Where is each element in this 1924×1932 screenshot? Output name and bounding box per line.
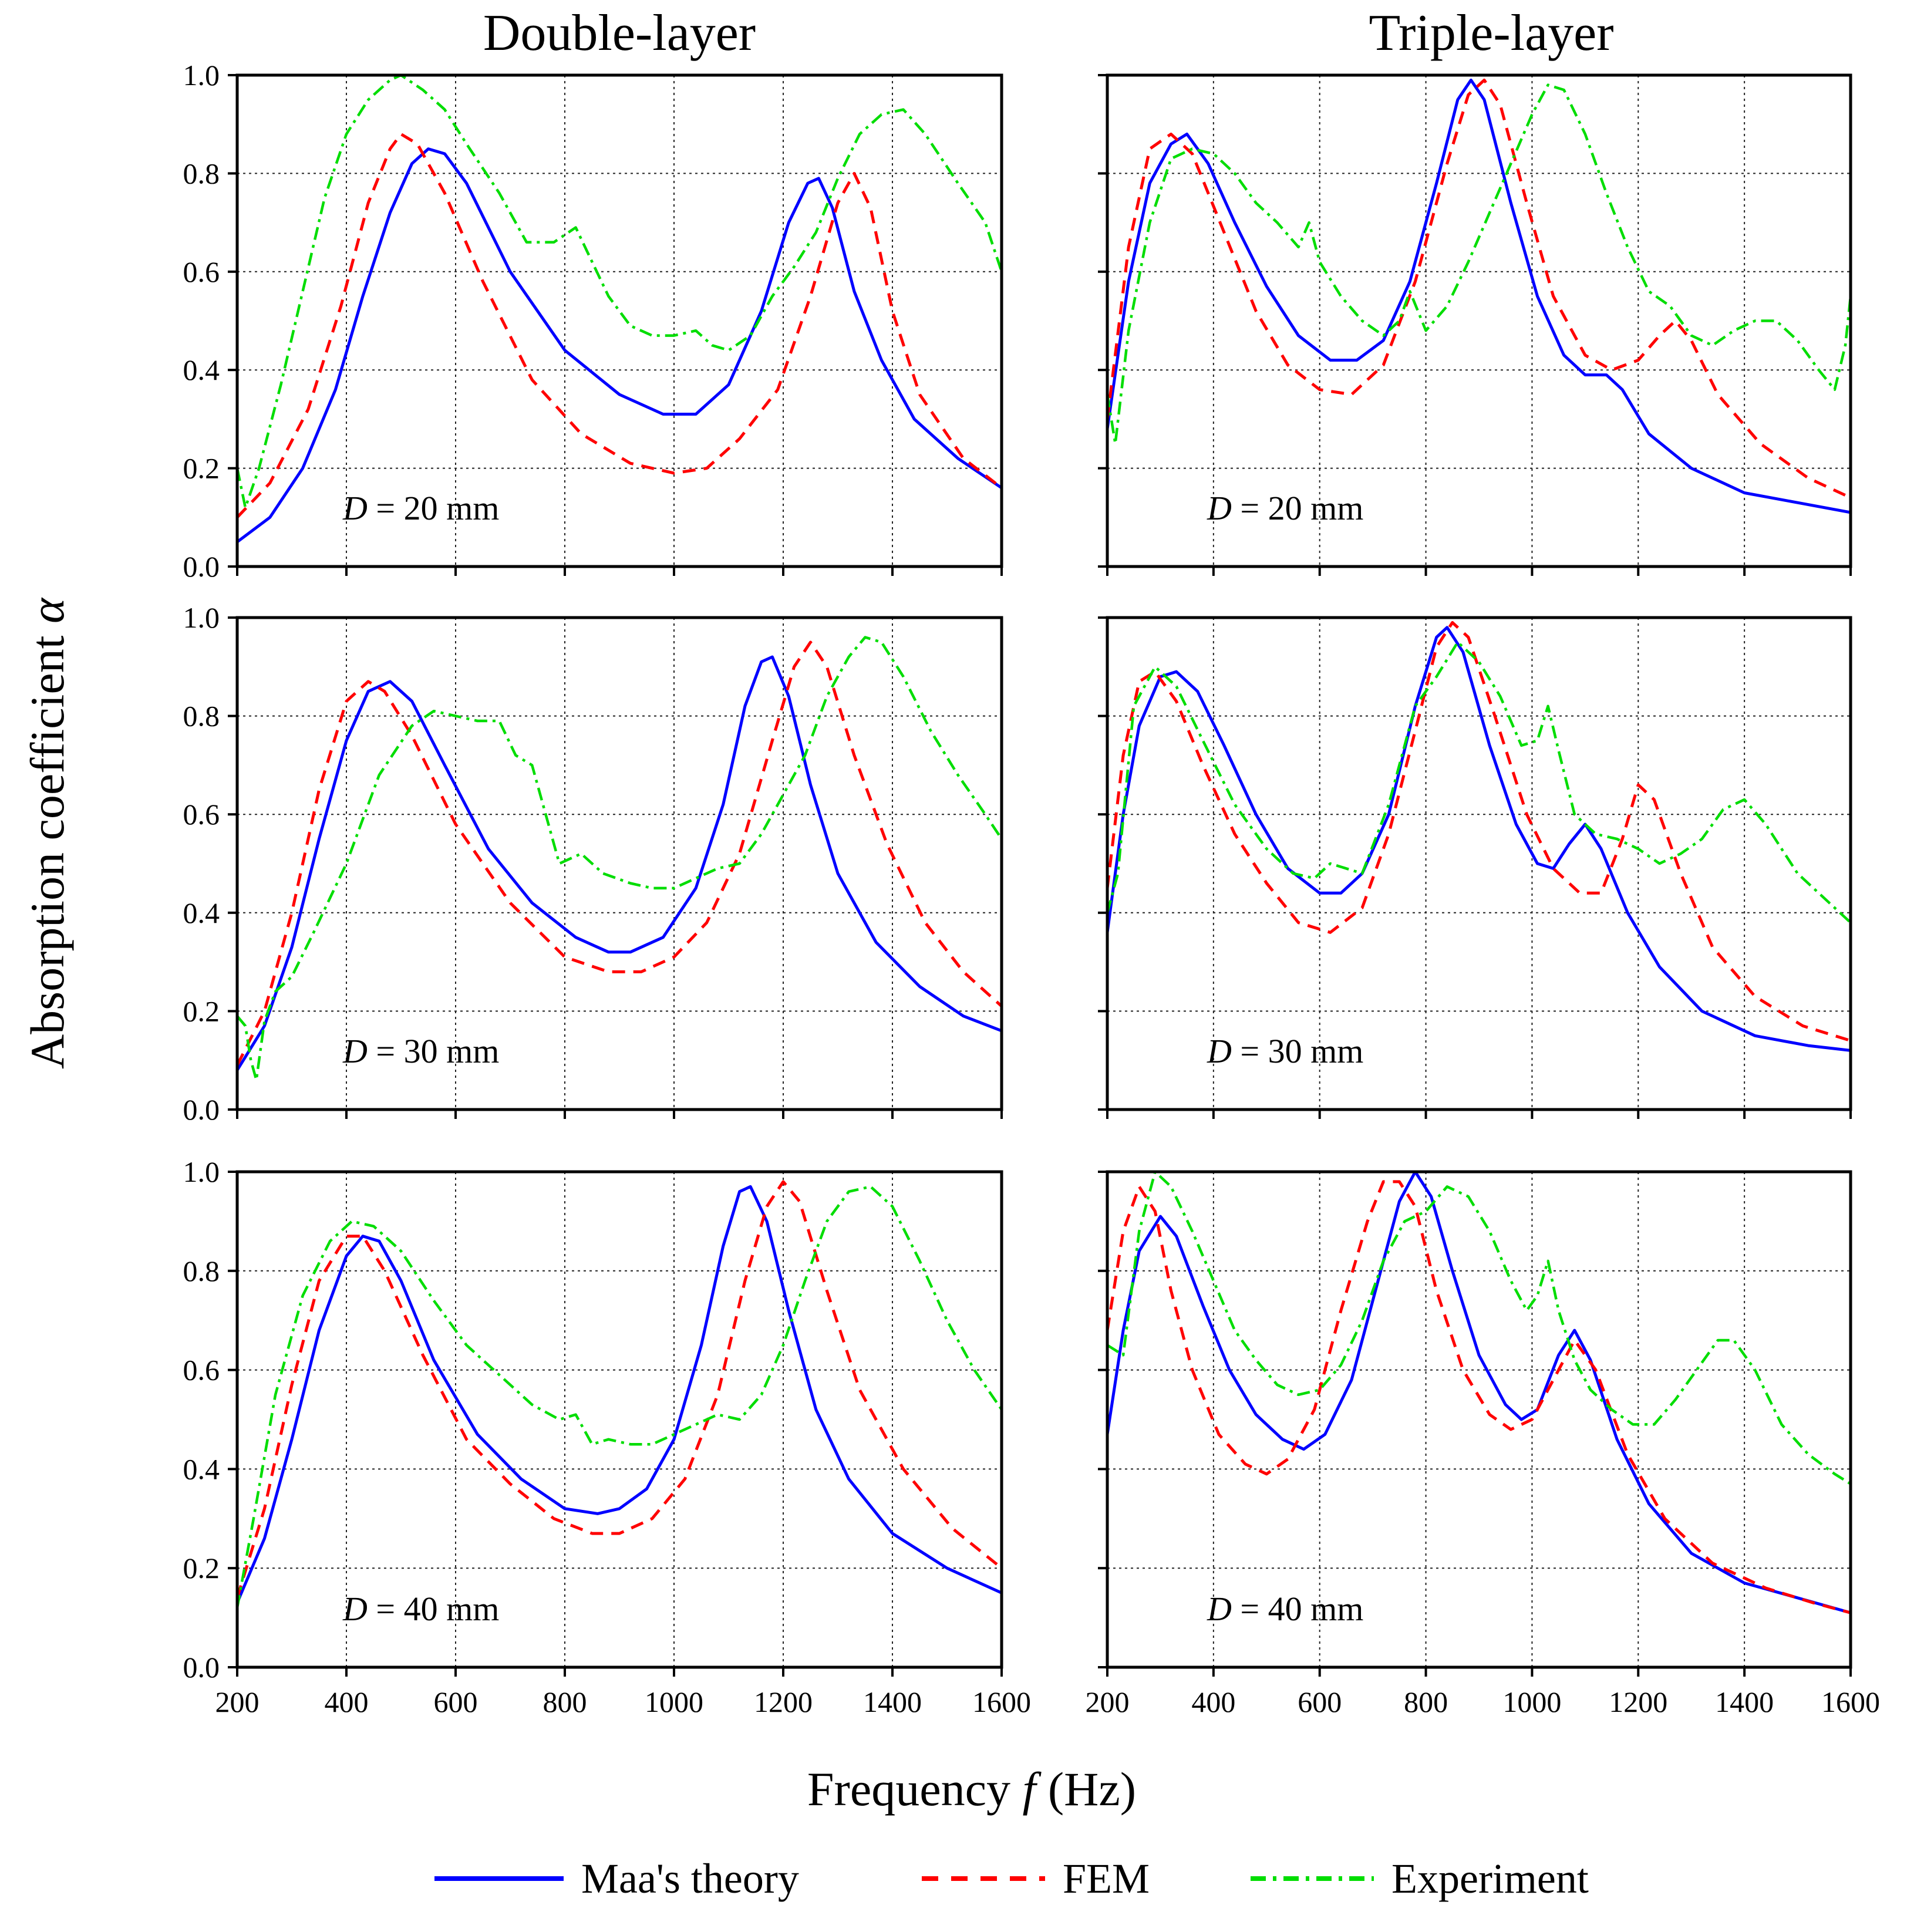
y-tick-label: 0.4 xyxy=(183,1452,220,1485)
plot-frame xyxy=(235,1170,1003,1669)
series-line-fem xyxy=(1107,78,1851,500)
y-tick-label: 0.2 xyxy=(183,994,220,1027)
panel-2-1: 0.0 0.2 0.4 0.6 0.8 1.0 D = 30 mm xyxy=(183,601,1003,1126)
x-tick-label: 400 xyxy=(1191,1685,1235,1718)
x-tick-label: 1000 xyxy=(1502,1685,1561,1718)
series-line-experiment xyxy=(237,1185,1002,1609)
legend: Maa's theory FEM Experiment xyxy=(434,1855,1589,1902)
series-line-experiment xyxy=(1107,640,1851,924)
panel-annotation: D = 20 mm xyxy=(1207,489,1363,527)
panel-annotation: D = 20 mm xyxy=(342,489,499,527)
panel-1-1: 0.0 0.2 0.4 0.6 0.8 1.0 D = 20 mm xyxy=(183,59,1003,583)
annotation-var: D xyxy=(342,1590,368,1628)
x-tick-label: 200 xyxy=(215,1685,260,1718)
annotation-value: = 20 mm xyxy=(1232,489,1363,527)
y-tick-label: 0.0 xyxy=(183,550,220,583)
panel-2-2: D = 30 mm xyxy=(1098,616,1852,1119)
y-tick-label: 1.0 xyxy=(183,59,220,92)
y-axis-title-var: α xyxy=(21,597,74,623)
x-tick-label: 1600 xyxy=(972,1685,1031,1718)
legend-label-experiment: Experiment xyxy=(1391,1855,1589,1902)
x-tick-label: 800 xyxy=(543,1685,587,1718)
annotation-var: D xyxy=(1207,1590,1232,1628)
y-tick-label: 0.0 xyxy=(183,1651,220,1684)
x-tick-label: 600 xyxy=(1298,1685,1342,1718)
y-tick-label: 0.0 xyxy=(183,1093,220,1126)
x-tick-label: 1600 xyxy=(1821,1685,1880,1718)
plot-frame xyxy=(235,616,1003,1111)
series-line-maa-s-theory xyxy=(1107,1170,1851,1614)
series-line-fem xyxy=(237,132,1002,519)
series-line-experiment xyxy=(1107,83,1851,446)
series-line-fem xyxy=(237,1180,1002,1599)
panel-3-1: 0.0 0.2 0.4 0.6 0.8 1.0 200 400 600 800 1000 1200 14… xyxy=(183,1155,1032,1718)
panel-annotation: D = 40 mm xyxy=(1207,1590,1363,1628)
annotation-value: = 30 mm xyxy=(368,1032,499,1070)
plot-frame xyxy=(1106,73,1852,568)
x-axis-title: Frequency f (Hz) xyxy=(807,1762,1136,1816)
y-axis-title-text: Absorption coefficient xyxy=(21,623,74,1069)
panels: 0.00.20.40.60.81.0D = 20 mm D = 20 mm0.00… xyxy=(183,59,1881,1718)
annotation-var: D xyxy=(342,1032,368,1070)
y-tick-label: 0.6 xyxy=(183,798,220,831)
annotation-var: D xyxy=(1207,489,1232,527)
panel-annotation: D = 30 mm xyxy=(1207,1032,1363,1070)
column-title-double-layer: Double-layer xyxy=(483,5,756,62)
y-tick-label: 0.2 xyxy=(183,452,220,485)
annotation-value: = 40 mm xyxy=(368,1590,499,1628)
series-line-fem xyxy=(237,640,1002,1066)
plot-frame xyxy=(235,73,1003,568)
y-tick-label: 0.8 xyxy=(183,157,220,190)
series-line-fem xyxy=(1107,1180,1851,1614)
annotation-value: = 40 mm xyxy=(1232,1590,1363,1628)
y-tick-label: 0.4 xyxy=(183,353,220,386)
panel-annotation: D = 40 mm xyxy=(342,1590,499,1628)
y-tick-label: 0.6 xyxy=(183,1354,220,1387)
series-line-fem xyxy=(1107,621,1851,1043)
x-tick-label: 1400 xyxy=(1715,1685,1774,1718)
x-tick-label: 600 xyxy=(434,1685,478,1718)
x-tick-label: 1400 xyxy=(863,1685,922,1718)
plot-frame xyxy=(1106,1170,1852,1669)
series-line-maa-s-theory xyxy=(237,147,1002,544)
annotation-var: D xyxy=(1207,1032,1232,1070)
x-tick-label: 1000 xyxy=(645,1685,703,1718)
annotation-value: = 30 mm xyxy=(1232,1032,1363,1070)
x-axis-title-unit: (Hz) xyxy=(1036,1762,1136,1816)
y-axis-title: Absorption coefficient α xyxy=(21,597,74,1069)
y-tick-label: 0.2 xyxy=(183,1552,220,1584)
y-tick-label: 0.4 xyxy=(183,896,220,929)
legend-label-maa-theory: Maa's theory xyxy=(581,1855,799,1902)
x-tick-label: 1200 xyxy=(1609,1685,1667,1718)
plot-frame xyxy=(1106,616,1852,1111)
series-line-maa-s-theory xyxy=(237,1185,1002,1604)
y-tick-label: 0.8 xyxy=(183,1255,220,1287)
series-line-maa-s-theory xyxy=(1107,626,1851,1052)
panel-1-2: D = 20 mm xyxy=(1098,73,1852,576)
series-line-maa-s-theory xyxy=(1107,78,1851,514)
series-line-maa-s-theory xyxy=(237,655,1002,1071)
y-tick-label: 0.8 xyxy=(183,700,220,733)
series-line-experiment xyxy=(237,73,1002,509)
x-tick-label: 200 xyxy=(1086,1685,1130,1718)
x-tick-label: 1200 xyxy=(754,1685,813,1718)
y-tick-label: 1.0 xyxy=(183,601,220,634)
x-tick-label: 400 xyxy=(325,1685,369,1718)
y-tick-label: 0.6 xyxy=(183,255,220,288)
legend-label-fem: FEM xyxy=(1063,1855,1150,1902)
annotation-value: = 20 mm xyxy=(368,489,499,527)
series-line-experiment xyxy=(1107,1170,1851,1485)
x-axis-title-text: Frequency xyxy=(807,1762,1023,1816)
series-line-experiment xyxy=(237,636,1002,1081)
y-tick-label: 1.0 xyxy=(183,1155,220,1188)
annotation-var: D xyxy=(342,489,368,527)
panel-3-2: 200 400 600 800 1000 1200 1400 1600 D = 40 mm xyxy=(1086,1170,1880,1718)
column-title-triple-layer: Triple-layer xyxy=(1369,5,1613,62)
x-tick-label: 800 xyxy=(1404,1685,1448,1718)
panel-annotation: D = 30 mm xyxy=(342,1032,499,1070)
